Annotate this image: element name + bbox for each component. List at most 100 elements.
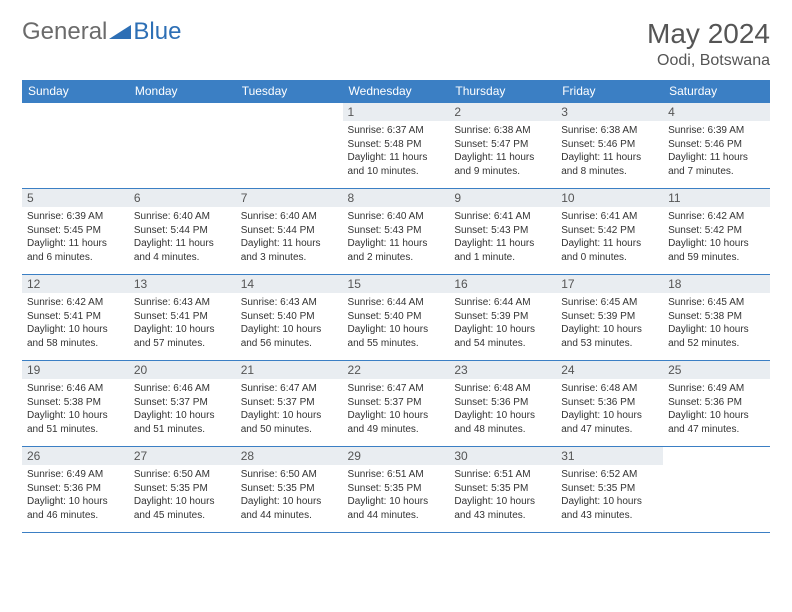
- day-header: Sunday: [22, 80, 129, 103]
- logo-text-right: Blue: [133, 18, 181, 46]
- day-number: 25: [663, 361, 770, 379]
- calendar-cell: 26Sunrise: 6:49 AMSunset: 5:36 PMDayligh…: [22, 447, 129, 533]
- calendar-row: 1Sunrise: 6:37 AMSunset: 5:48 PMDaylight…: [22, 103, 770, 189]
- cell-body: Sunrise: 6:40 AMSunset: 5:44 PMDaylight:…: [129, 207, 236, 268]
- cell-body: Sunrise: 6:45 AMSunset: 5:38 PMDaylight:…: [663, 293, 770, 354]
- calendar-row: 26Sunrise: 6:49 AMSunset: 5:36 PMDayligh…: [22, 447, 770, 533]
- cell-body: Sunrise: 6:39 AMSunset: 5:46 PMDaylight:…: [663, 121, 770, 182]
- calendar-cell: 11Sunrise: 6:42 AMSunset: 5:42 PMDayligh…: [663, 189, 770, 275]
- calendar-cell: 23Sunrise: 6:48 AMSunset: 5:36 PMDayligh…: [449, 361, 556, 447]
- cell-body: Sunrise: 6:38 AMSunset: 5:46 PMDaylight:…: [556, 121, 663, 182]
- calendar-row: 19Sunrise: 6:46 AMSunset: 5:38 PMDayligh…: [22, 361, 770, 447]
- day-number: 31: [556, 447, 663, 465]
- day-number: 28: [236, 447, 343, 465]
- cell-body: Sunrise: 6:44 AMSunset: 5:40 PMDaylight:…: [343, 293, 450, 354]
- calendar-cell: 9Sunrise: 6:41 AMSunset: 5:43 PMDaylight…: [449, 189, 556, 275]
- cell-body: Sunrise: 6:51 AMSunset: 5:35 PMDaylight:…: [449, 465, 556, 526]
- header: General Blue May 2024 Oodi, Botswana: [22, 18, 770, 70]
- day-header: Tuesday: [236, 80, 343, 103]
- day-number: 14: [236, 275, 343, 293]
- calendar-cell: 12Sunrise: 6:42 AMSunset: 5:41 PMDayligh…: [22, 275, 129, 361]
- day-header: Saturday: [663, 80, 770, 103]
- cell-body: Sunrise: 6:42 AMSunset: 5:42 PMDaylight:…: [663, 207, 770, 268]
- day-number: 29: [343, 447, 450, 465]
- day-number: 17: [556, 275, 663, 293]
- cell-body: Sunrise: 6:50 AMSunset: 5:35 PMDaylight:…: [129, 465, 236, 526]
- day-number: 13: [129, 275, 236, 293]
- cell-body: Sunrise: 6:48 AMSunset: 5:36 PMDaylight:…: [556, 379, 663, 440]
- calendar-cell: 13Sunrise: 6:43 AMSunset: 5:41 PMDayligh…: [129, 275, 236, 361]
- calendar-cell: 19Sunrise: 6:46 AMSunset: 5:38 PMDayligh…: [22, 361, 129, 447]
- calendar-cell: 30Sunrise: 6:51 AMSunset: 5:35 PMDayligh…: [449, 447, 556, 533]
- day-number: 23: [449, 361, 556, 379]
- calendar-cell: 10Sunrise: 6:41 AMSunset: 5:42 PMDayligh…: [556, 189, 663, 275]
- cell-body: Sunrise: 6:45 AMSunset: 5:39 PMDaylight:…: [556, 293, 663, 354]
- day-number: 22: [343, 361, 450, 379]
- cell-body: Sunrise: 6:41 AMSunset: 5:42 PMDaylight:…: [556, 207, 663, 268]
- calendar-cell: 29Sunrise: 6:51 AMSunset: 5:35 PMDayligh…: [343, 447, 450, 533]
- calendar-cell: 8Sunrise: 6:40 AMSunset: 5:43 PMDaylight…: [343, 189, 450, 275]
- calendar-cell: 7Sunrise: 6:40 AMSunset: 5:44 PMDaylight…: [236, 189, 343, 275]
- day-number: 21: [236, 361, 343, 379]
- calendar-cell: 15Sunrise: 6:44 AMSunset: 5:40 PMDayligh…: [343, 275, 450, 361]
- cell-body: Sunrise: 6:46 AMSunset: 5:38 PMDaylight:…: [22, 379, 129, 440]
- location: Oodi, Botswana: [647, 52, 770, 70]
- cell-body: Sunrise: 6:37 AMSunset: 5:48 PMDaylight:…: [343, 121, 450, 182]
- day-number: 2: [449, 103, 556, 121]
- day-number: 18: [663, 275, 770, 293]
- day-header: Monday: [129, 80, 236, 103]
- calendar-cell: 22Sunrise: 6:47 AMSunset: 5:37 PMDayligh…: [343, 361, 450, 447]
- day-number: 16: [449, 275, 556, 293]
- day-number: 3: [556, 103, 663, 121]
- calendar-cell: 3Sunrise: 6:38 AMSunset: 5:46 PMDaylight…: [556, 103, 663, 189]
- cell-body: Sunrise: 6:52 AMSunset: 5:35 PMDaylight:…: [556, 465, 663, 526]
- calendar-cell: 20Sunrise: 6:46 AMSunset: 5:37 PMDayligh…: [129, 361, 236, 447]
- day-number: 30: [449, 447, 556, 465]
- day-number: 19: [22, 361, 129, 379]
- calendar-cell: [663, 447, 770, 533]
- day-header: Wednesday: [343, 80, 450, 103]
- day-header: Thursday: [449, 80, 556, 103]
- day-number: 1: [343, 103, 450, 121]
- calendar-cell: 16Sunrise: 6:44 AMSunset: 5:39 PMDayligh…: [449, 275, 556, 361]
- cell-body: Sunrise: 6:40 AMSunset: 5:44 PMDaylight:…: [236, 207, 343, 268]
- day-header: Friday: [556, 80, 663, 103]
- day-number: 4: [663, 103, 770, 121]
- logo-icon: [109, 18, 131, 46]
- cell-body: Sunrise: 6:38 AMSunset: 5:47 PMDaylight:…: [449, 121, 556, 182]
- day-number: 26: [22, 447, 129, 465]
- cell-body: Sunrise: 6:51 AMSunset: 5:35 PMDaylight:…: [343, 465, 450, 526]
- calendar-cell: [129, 103, 236, 189]
- cell-body: Sunrise: 6:43 AMSunset: 5:40 PMDaylight:…: [236, 293, 343, 354]
- calendar-cell: 24Sunrise: 6:48 AMSunset: 5:36 PMDayligh…: [556, 361, 663, 447]
- calendar-cell: 21Sunrise: 6:47 AMSunset: 5:37 PMDayligh…: [236, 361, 343, 447]
- day-number: 12: [22, 275, 129, 293]
- cell-body: Sunrise: 6:47 AMSunset: 5:37 PMDaylight:…: [343, 379, 450, 440]
- cell-body: Sunrise: 6:41 AMSunset: 5:43 PMDaylight:…: [449, 207, 556, 268]
- day-number: 9: [449, 189, 556, 207]
- calendar-cell: [22, 103, 129, 189]
- cell-body: Sunrise: 6:44 AMSunset: 5:39 PMDaylight:…: [449, 293, 556, 354]
- day-number: 20: [129, 361, 236, 379]
- calendar-cell: 6Sunrise: 6:40 AMSunset: 5:44 PMDaylight…: [129, 189, 236, 275]
- day-number: 6: [129, 189, 236, 207]
- calendar-body: 1Sunrise: 6:37 AMSunset: 5:48 PMDaylight…: [22, 103, 770, 533]
- title-block: May 2024 Oodi, Botswana: [647, 18, 770, 70]
- cell-body: Sunrise: 6:46 AMSunset: 5:37 PMDaylight:…: [129, 379, 236, 440]
- logo-text-left: General: [22, 18, 107, 46]
- cell-body: Sunrise: 6:50 AMSunset: 5:35 PMDaylight:…: [236, 465, 343, 526]
- cell-body: Sunrise: 6:42 AMSunset: 5:41 PMDaylight:…: [22, 293, 129, 354]
- calendar-row: 5Sunrise: 6:39 AMSunset: 5:45 PMDaylight…: [22, 189, 770, 275]
- day-number: 27: [129, 447, 236, 465]
- calendar-table: SundayMondayTuesdayWednesdayThursdayFrid…: [22, 80, 770, 533]
- calendar-cell: [236, 103, 343, 189]
- day-number: 24: [556, 361, 663, 379]
- cell-body: Sunrise: 6:49 AMSunset: 5:36 PMDaylight:…: [22, 465, 129, 526]
- calendar-cell: 31Sunrise: 6:52 AMSunset: 5:35 PMDayligh…: [556, 447, 663, 533]
- cell-body: Sunrise: 6:47 AMSunset: 5:37 PMDaylight:…: [236, 379, 343, 440]
- day-number: 8: [343, 189, 450, 207]
- cell-body: Sunrise: 6:48 AMSunset: 5:36 PMDaylight:…: [449, 379, 556, 440]
- logo: General Blue: [22, 18, 181, 46]
- calendar-cell: 1Sunrise: 6:37 AMSunset: 5:48 PMDaylight…: [343, 103, 450, 189]
- day-number: 11: [663, 189, 770, 207]
